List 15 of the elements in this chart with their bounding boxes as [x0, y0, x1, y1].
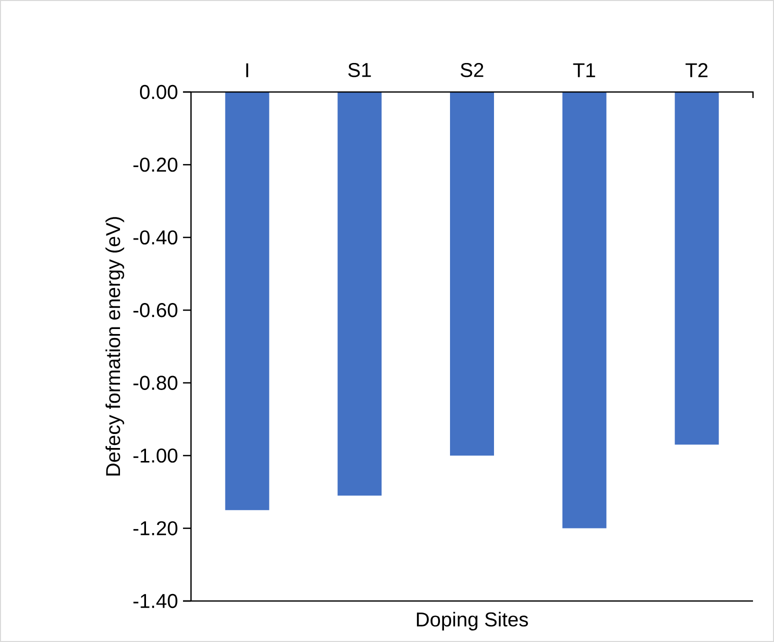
y-tick-label: -1.20 [133, 521, 178, 536]
y-axis-title: Defecy formation energy (eV) [105, 217, 124, 476]
y-tick-label: 0.00 [140, 84, 178, 100]
y-tick-label: -0.20 [133, 158, 178, 172]
x-tick-label: I [246, 63, 248, 78]
y-tick-label: -0.60 [133, 303, 178, 318]
x-tick-label: T2 [686, 63, 708, 78]
y-tick-label: -0.40 [133, 230, 178, 245]
x-tick-label: S2 [460, 62, 484, 78]
y-tick-label: -0.80 [133, 376, 178, 390]
y-tick-label: -1.00 [133, 448, 178, 463]
y-tick-label: -1.40 [133, 594, 178, 608]
x-axis-title: Doping Sites [416, 612, 528, 631]
x-tick-label: T1 [573, 63, 596, 78]
x-tick-label: S1 [348, 62, 371, 78]
